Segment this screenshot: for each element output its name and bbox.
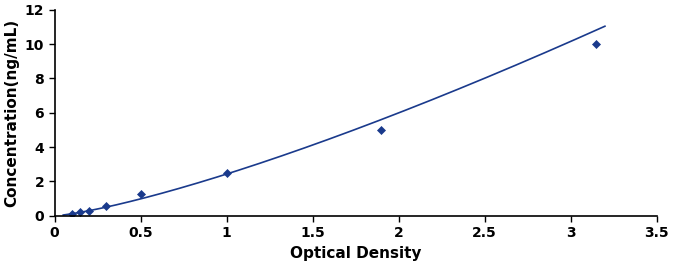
- Y-axis label: Concentration(ng/mL): Concentration(ng/mL): [4, 19, 19, 207]
- X-axis label: Optical Density: Optical Density: [290, 246, 421, 261]
